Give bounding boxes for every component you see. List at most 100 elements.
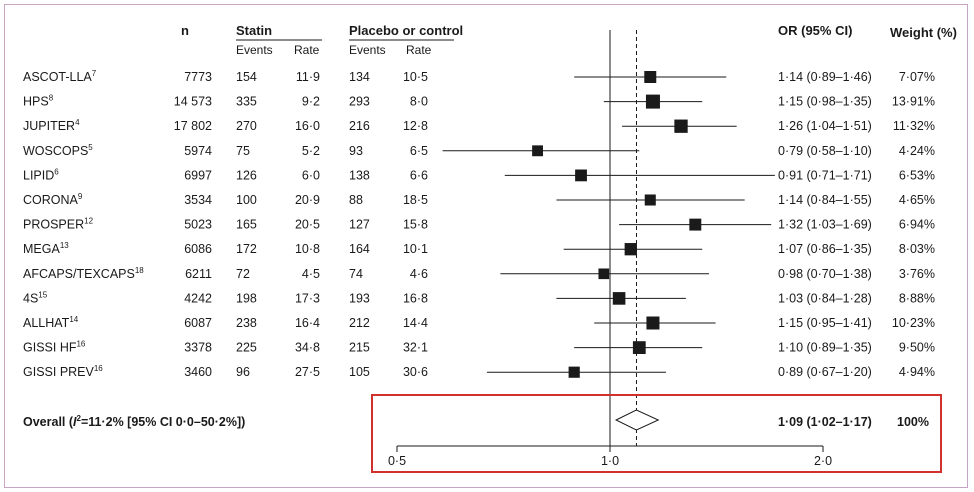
page-frame	[4, 4, 968, 488]
study-placebo-rate: 12·8	[403, 119, 428, 133]
study-placebo-rate: 14·4	[403, 316, 428, 330]
header-n: n	[181, 23, 189, 38]
header-statin-rate: Rate	[294, 43, 320, 57]
study-weight: 13·91%	[892, 95, 935, 109]
study-statin-events: 165	[236, 218, 257, 232]
study-weight: 10·23%	[892, 316, 935, 330]
study-n: 6211	[185, 267, 212, 281]
study-placebo-events: 74	[349, 267, 363, 281]
study-or-ci: 0·79 (0·58–1·10)	[778, 144, 872, 158]
study-placebo-events: 293	[349, 95, 370, 109]
study-name: ALLHAT14	[23, 315, 79, 330]
study-statin-rate: 5·2	[302, 144, 320, 158]
study-or-ci: 1·03 (0·84–1·28)	[778, 291, 872, 305]
study-n: 5023	[184, 218, 212, 232]
study-or-ci: 0·98 (0·70–1·38)	[778, 267, 872, 281]
study-statin-rate: 6·0	[302, 168, 320, 182]
point-estimate-square	[644, 71, 657, 83]
study-statin-events: 75	[236, 144, 250, 158]
study-statin-events: 96	[236, 365, 250, 379]
study-statin-rate: 20·5	[295, 218, 320, 232]
point-estimate-square	[689, 218, 702, 231]
study-n: 4242	[184, 291, 212, 305]
study-statin-events: 72	[236, 267, 250, 281]
study-placebo-events: 212	[349, 316, 370, 330]
study-statin-rate: 34·8	[295, 341, 320, 355]
study-rows: ASCOT-LLA7 7773 154 11·9 134 10·5 1·14 (0·89–1…	[23, 69, 935, 379]
point-estimate-square	[532, 145, 543, 157]
point-estimate-square	[624, 243, 637, 256]
study-statin-rate: 4·5	[302, 267, 320, 281]
study-placebo-rate: 15·8	[403, 218, 428, 232]
study-or-ci: 0·91 (0·71–1·71)	[778, 168, 872, 182]
point-estimate-square	[646, 316, 660, 330]
study-n: 6086	[184, 242, 212, 256]
overall-label: Overall (I2=11·2% [95% CI 0·0–50·2%])	[23, 414, 245, 429]
study-or-ci: 1·32 (1·03–1·69)	[778, 218, 872, 232]
study-statin-events: 335	[236, 95, 257, 109]
study-weight: 4·65%	[899, 193, 935, 207]
study-placebo-events: 88	[349, 193, 363, 207]
header-statin-events: Events	[236, 43, 273, 57]
study-placebo-rate: 10·5	[403, 70, 428, 84]
header-placebo-rate: Rate	[406, 43, 432, 57]
study-placebo-events: 138	[349, 168, 370, 182]
point-estimate-square	[645, 94, 660, 109]
study-or-ci: 1·07 (0·86–1·35)	[778, 242, 872, 256]
study-placebo-rate: 6·5	[410, 144, 428, 158]
study-statin-rate: 17·3	[295, 291, 320, 305]
study-name: LIPID6	[23, 167, 59, 182]
study-name: GISSI HF16	[23, 340, 86, 355]
study-marks	[442, 30, 775, 446]
point-estimate-square	[568, 366, 580, 378]
x-tick-label: 0·5	[388, 454, 406, 468]
study-placebo-rate: 18·5	[403, 193, 428, 207]
x-axis: 0·5 1·0 2·0	[388, 445, 832, 468]
header-weight: Weight (%)	[890, 25, 957, 40]
study-placebo-rate: 8·0	[410, 95, 428, 109]
overall-diamond	[614, 409, 660, 431]
study-placebo-events: 216	[349, 119, 370, 133]
study-n: 3460	[184, 365, 212, 379]
study-statin-rate: 10·8	[295, 242, 320, 256]
study-statin-events: 238	[236, 316, 257, 330]
study-placebo-events: 164	[349, 242, 370, 256]
study-statin-events: 126	[236, 168, 257, 182]
header-placebo-events: Events	[349, 43, 386, 57]
study-n: 5974	[184, 144, 212, 158]
study-name: PROSPER12	[23, 217, 94, 232]
study-placebo-events: 134	[349, 70, 370, 84]
study-placebo-rate: 6·6	[410, 168, 428, 182]
study-statin-events: 154	[236, 70, 257, 84]
study-placebo-rate: 16·8	[403, 291, 428, 305]
study-n: 3534	[184, 193, 212, 207]
point-estimate-square	[644, 194, 656, 206]
x-tick-label: 2·0	[814, 454, 832, 468]
study-weight: 4·24%	[899, 144, 935, 158]
study-statin-rate: 20·9	[295, 193, 320, 207]
study-statin-rate: 27·5	[295, 365, 320, 379]
study-statin-rate: 11·9	[296, 70, 320, 84]
study-name: 4S15	[23, 290, 48, 305]
study-placebo-rate: 4·6	[410, 267, 428, 281]
study-placebo-events: 93	[349, 144, 363, 158]
overall-or-ci: 1·09 (1·02–1·17)	[778, 415, 872, 429]
study-name: AFCAPS/TEXCAPS18	[23, 266, 144, 281]
study-n: 17 802	[174, 119, 212, 133]
study-name: WOSCOPS5	[23, 143, 93, 158]
header-or-ci: OR (95% CI)	[778, 23, 852, 38]
study-or-ci: 1·15 (0·95–1·41)	[778, 316, 872, 330]
header-statin: Statin	[236, 23, 272, 38]
study-placebo-events: 105	[349, 365, 370, 379]
point-estimate-square	[612, 292, 626, 305]
study-weight: 6·94%	[899, 218, 935, 232]
study-or-ci: 0·89 (0·67–1·20)	[778, 365, 872, 379]
study-statin-events: 198	[236, 291, 257, 305]
study-or-ci: 1·14 (0·89–1·46)	[778, 70, 872, 84]
study-weight: 8·88%	[899, 291, 935, 305]
study-placebo-events: 215	[349, 341, 370, 355]
study-or-ci: 1·26 (1·04–1·51)	[778, 119, 872, 133]
point-estimate-square	[598, 268, 610, 280]
study-statin-events: 100	[236, 193, 257, 207]
study-statin-events: 225	[236, 341, 257, 355]
